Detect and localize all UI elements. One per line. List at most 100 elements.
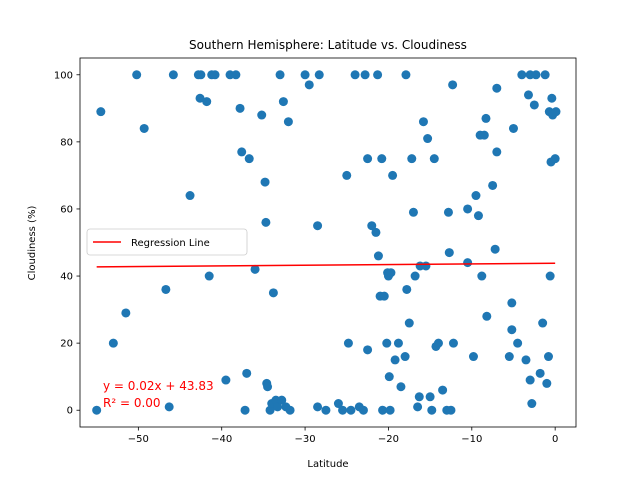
- data-point: [492, 147, 502, 157]
- data-point: [250, 264, 260, 274]
- data-point: [513, 338, 523, 348]
- data-point: [438, 385, 448, 395]
- data-point: [268, 288, 278, 298]
- data-point: [346, 405, 356, 415]
- data-point: [342, 170, 352, 180]
- data-point: [443, 207, 453, 217]
- x-tick-label: 0: [552, 434, 558, 445]
- data-point: [413, 402, 423, 412]
- data-point: [96, 107, 106, 117]
- data-point: [278, 97, 288, 107]
- data-point: [531, 70, 541, 80]
- data-point: [551, 107, 561, 117]
- data-point: [477, 271, 487, 281]
- data-point: [378, 405, 388, 415]
- data-point: [371, 227, 381, 237]
- y-tick-label: 100: [54, 70, 73, 81]
- data-point: [448, 80, 458, 90]
- data-point: [373, 251, 383, 261]
- data-point: [338, 405, 348, 415]
- data-point: [321, 405, 331, 415]
- data-point: [523, 90, 533, 100]
- y-tick-label: 80: [60, 137, 73, 148]
- data-point: [507, 325, 517, 335]
- data-point: [402, 284, 412, 294]
- data-point: [481, 113, 491, 123]
- data-point: [401, 70, 411, 80]
- x-axis-ticks: −50 −40 −30 −20 −10 0: [128, 427, 558, 445]
- data-point: [429, 154, 439, 164]
- y-tick-label: 0: [67, 406, 73, 417]
- data-point: [410, 271, 420, 281]
- data-point: [545, 271, 555, 281]
- data-point: [373, 70, 383, 80]
- regression-line: [96, 262, 556, 268]
- data-point: [240, 405, 250, 415]
- data-point: [314, 70, 324, 80]
- data-point: [313, 221, 323, 231]
- y-axis-label: Cloudiness (%): [27, 206, 38, 281]
- data-point: [488, 180, 498, 190]
- data-point: [535, 368, 545, 378]
- x-tick-label: −50: [128, 434, 149, 445]
- data-point: [384, 372, 394, 382]
- data-point: [473, 211, 483, 221]
- y-tick-label: 60: [60, 204, 73, 215]
- data-point: [471, 191, 481, 201]
- chart-title: Southern Hemisphere: Latitude vs. Cloudi…: [189, 38, 467, 52]
- data-point: [161, 284, 171, 294]
- x-axis-label: Latitude: [307, 459, 348, 470]
- data-point: [423, 134, 433, 144]
- data-point: [390, 355, 400, 365]
- x-tick-label: −40: [211, 434, 232, 445]
- data-point: [444, 248, 454, 258]
- data-point: [164, 402, 174, 412]
- data-point: [550, 154, 560, 164]
- data-point: [358, 405, 368, 415]
- data-point: [479, 130, 489, 140]
- data-point: [379, 291, 389, 301]
- data-point: [386, 268, 396, 278]
- data-point: [367, 221, 377, 231]
- data-point: [92, 405, 102, 415]
- data-point: [343, 338, 353, 348]
- data-point: [242, 368, 252, 378]
- data-point: [396, 382, 406, 392]
- data-point: [527, 399, 537, 409]
- data-point: [400, 352, 410, 362]
- data-point: [385, 405, 395, 415]
- data-point: [244, 154, 254, 164]
- data-point: [304, 80, 314, 90]
- data-point: [363, 345, 373, 355]
- data-point: [139, 123, 149, 133]
- data-point: [547, 93, 557, 103]
- data-point: [507, 298, 517, 308]
- data-point: [407, 154, 417, 164]
- data-point: [168, 70, 178, 80]
- data-point: [529, 100, 539, 110]
- data-point: [463, 204, 473, 214]
- data-point: [185, 191, 195, 201]
- data-point: [508, 123, 518, 133]
- data-point: [377, 154, 387, 164]
- data-point: [482, 311, 492, 321]
- data-point: [425, 392, 435, 402]
- data-point: [404, 318, 414, 328]
- data-point: [260, 177, 270, 187]
- data-point: [313, 402, 323, 412]
- data-point: [538, 318, 548, 328]
- x-tick-label: −10: [461, 434, 482, 445]
- data-point: [283, 117, 293, 127]
- data-point: [421, 261, 431, 271]
- data-point: [263, 382, 273, 392]
- data-point: [195, 93, 205, 103]
- data-point: [468, 352, 478, 362]
- data-point: [235, 103, 245, 113]
- data-point: [261, 217, 271, 227]
- data-point: [542, 378, 552, 388]
- plot-frame: [79, 57, 577, 428]
- y-tick-label: 40: [60, 272, 73, 283]
- data-points: [92, 70, 561, 415]
- data-point: [273, 402, 283, 412]
